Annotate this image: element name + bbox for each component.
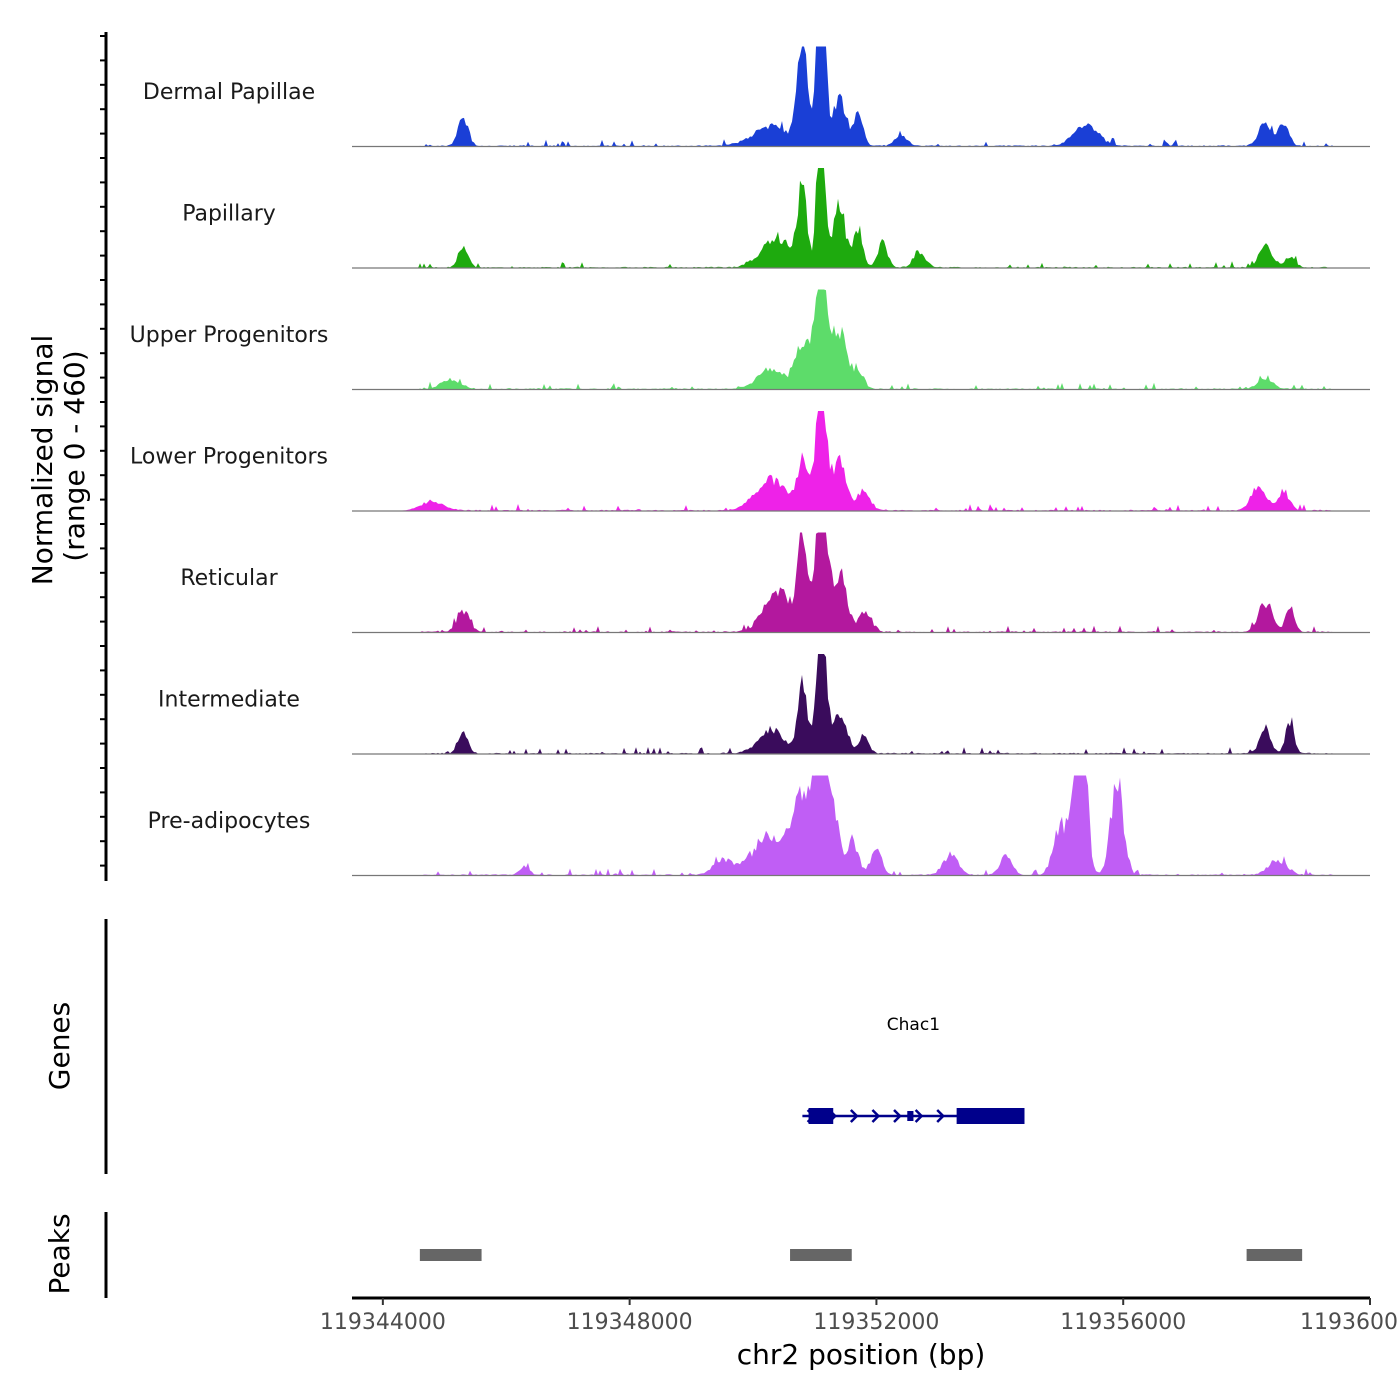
peak-region (1246, 1249, 1303, 1261)
strand-arrow (936, 1109, 945, 1123)
x-axis-title: chr2 position (bp) (737, 1338, 986, 1371)
track-dermal-papillae: Dermal Papillae (143, 46, 1370, 148)
x-tick-label: 119344000 (320, 1310, 446, 1335)
genes-track-title: Genes (43, 1002, 76, 1090)
strand-arrow (871, 1109, 881, 1123)
strand-arrow (914, 1109, 924, 1123)
track-label: Upper Progenitors (130, 323, 329, 348)
track-label: Papillary (182, 202, 276, 227)
coverage-area (352, 532, 1370, 633)
signal-y-axis-subtitle: (range 0 - 460) (58, 350, 91, 561)
track-label: Intermediate (158, 688, 300, 713)
track-label: Dermal Papillae (143, 80, 315, 105)
gene-name-label: Chac1 (887, 1015, 940, 1035)
signal-y-axis-title: Normalized signal (26, 335, 59, 586)
coverage-area (352, 775, 1370, 876)
peaks-track-title: Peaks (43, 1213, 76, 1294)
track-label: Lower Progenitors (130, 445, 328, 470)
coverage-area (352, 289, 1370, 390)
peak-region (419, 1249, 482, 1261)
track-reticular: Reticular (180, 532, 1370, 634)
track-lower-progenitors: Lower Progenitors (130, 411, 1370, 512)
gene-exon (907, 1111, 914, 1121)
peak-region (790, 1249, 852, 1261)
x-tick-label: 119348000 (567, 1310, 693, 1335)
peak-regions (419, 1249, 1303, 1261)
coverage-tracks: Dermal Papillae Papillary Upper Progenitor… (130, 46, 1370, 877)
track-label: Pre-adipocytes (148, 809, 311, 834)
x-tick-label: 1193600 (1300, 1310, 1398, 1335)
track-pre-adipocytes: Pre-adipocytes (148, 775, 1370, 877)
track-papillary: Papillary (182, 168, 1370, 269)
track-label: Reticular (180, 566, 278, 591)
track-intermediate: Intermediate (158, 654, 1370, 755)
signal-y-axis-ticks (100, 35, 106, 867)
coverage-area (352, 46, 1370, 147)
x-axis: 119344000 119348000 119352000 119356000 1193… (320, 1298, 1398, 1335)
coverage-area (352, 411, 1370, 511)
strand-arrow (893, 1109, 902, 1123)
track-upper-progenitors: Upper Progenitors (130, 289, 1370, 391)
gene-annotation: Chac1 (802, 1015, 1025, 1124)
coverage-area (352, 654, 1370, 754)
x-tick-label: 119352000 (813, 1310, 939, 1335)
gene-exon (808, 1108, 834, 1124)
strand-arrow (849, 1109, 859, 1123)
x-tick-label: 119356000 (1060, 1310, 1186, 1335)
gene-exon (956, 1108, 1025, 1124)
coverage-area (352, 168, 1370, 268)
